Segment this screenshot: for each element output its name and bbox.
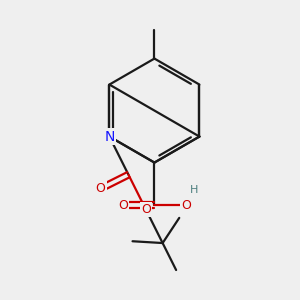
Text: O: O xyxy=(118,199,128,212)
Text: N: N xyxy=(104,130,115,144)
Text: H: H xyxy=(190,184,199,195)
Text: O: O xyxy=(182,199,192,212)
Text: O: O xyxy=(141,203,151,216)
Text: O: O xyxy=(96,182,106,195)
